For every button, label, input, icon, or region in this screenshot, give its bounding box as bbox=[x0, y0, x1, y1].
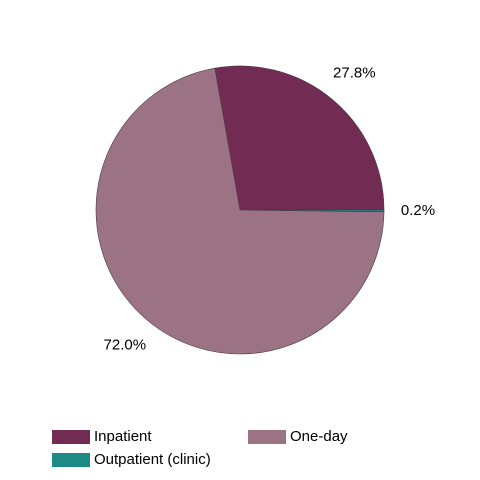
pie-slice bbox=[95, 67, 385, 355]
legend-swatch bbox=[52, 453, 90, 467]
data-label: 72.0% bbox=[104, 337, 147, 354]
legend-label: One-day bbox=[290, 428, 348, 445]
data-label: 27.8% bbox=[333, 65, 376, 82]
legend-swatch bbox=[248, 430, 286, 444]
legend-swatch bbox=[52, 430, 90, 444]
legend-label: Outpatient (clinic) bbox=[94, 451, 211, 468]
legend-label: Inpatient bbox=[94, 428, 152, 445]
pie-slice bbox=[214, 65, 385, 211]
data-label: 0.2% bbox=[401, 202, 435, 219]
